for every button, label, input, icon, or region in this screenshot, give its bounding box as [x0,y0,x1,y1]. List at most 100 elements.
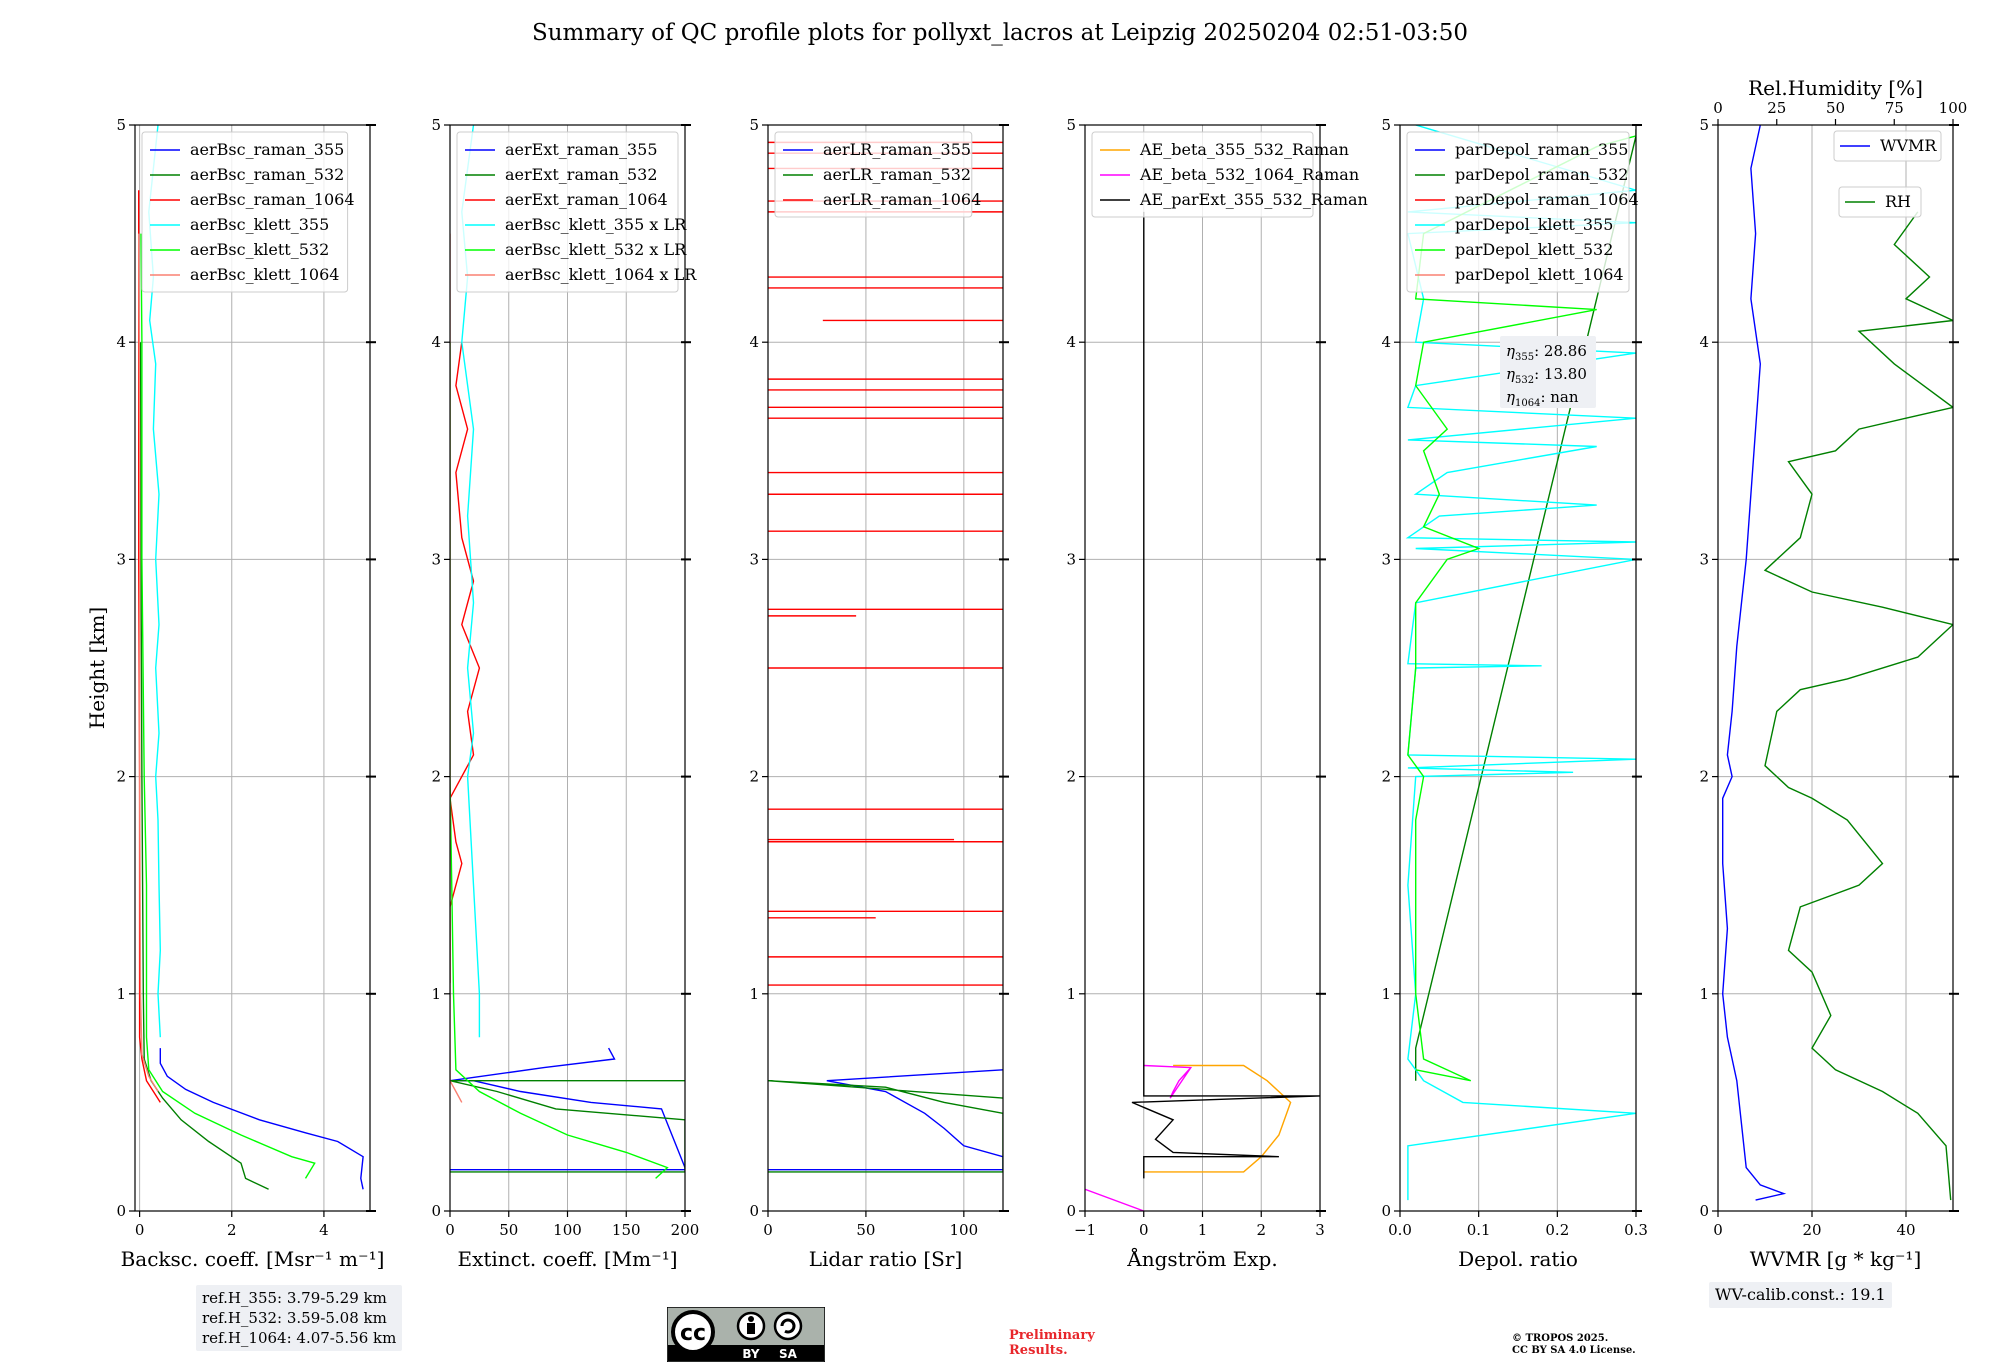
y-tick-label: 1 [1699,985,1709,1003]
legend-label-RH: RH [1885,192,1911,211]
series-line-WVMR [1721,125,1787,1201]
series-group [137,125,364,1190]
legend-box [456,131,679,293]
plot-frame [767,124,1004,1212]
x-tick-label: 0 [135,1221,145,1239]
legend-label-parDepol_klett_1064: parDepol_klett_1064 [1455,265,1624,284]
y-tick-label: 0 [749,1202,759,1220]
legend-label-aerLR_raman_355: aerLR_raman_355 [823,140,971,159]
y-tick-label: 0 [431,1202,441,1220]
legend-label-aerBsc_klett_1064 x LR: aerBsc_klett_1064 x LR [505,265,697,284]
legend-label-aerLR_raman_532: aerLR_raman_532 [823,165,971,184]
series-group [1405,125,1636,1201]
y-tick-label: 4 [1066,333,1076,351]
plot-frame [1399,124,1637,1212]
series-group [768,141,1003,1173]
eta-annotation-532: η532: 13.80 [1506,365,1587,386]
series-line-aerLR_raman_355 [768,1069,1003,1171]
legend-label-aerBsc_klett_532 x LR: aerBsc_klett_532 x LR [505,240,687,259]
ref-height-532: ref.H_532: 3.59-5.08 km [202,1309,387,1327]
y-tick-label: 3 [749,550,759,568]
y-tick-label: 4 [749,333,759,351]
x-tick-label: −1 [1074,1221,1096,1239]
x2-axis-label: Rel.Humidity [%] [1748,76,1923,100]
y-tick-label: 3 [1381,550,1391,568]
y-tick-label: 5 [1699,116,1709,134]
legend-label-aerBsc_klett_532: aerBsc_klett_532 [190,240,329,259]
series-group [1721,125,1953,1201]
y-tick-label: 5 [1066,116,1076,134]
x-tick-label: 20 [1802,1221,1821,1239]
reference-height-box: ref.H_355: 3.79-5.29 km ref.H_532: 3.59-… [196,1285,403,1351]
chart-panel-1: 0 1 2 3 4 5 0 2 4 Backsc. coeff. [Msr⁻¹ m⁻¹] Heigh… [85,116,384,1271]
legend-label-parDepol_raman_532: parDepol_raman_532 [1455,165,1628,184]
y-tick-label: 5 [749,116,759,134]
eta-annotation-box [1500,336,1596,408]
preliminary-note: Preliminary Results. [1009,1328,1095,1358]
series-line-parDepol_raman_532 [1414,129,1636,1081]
legend-box [1833,130,1942,162]
x-tick-label: 0 [1713,1221,1723,1239]
preliminary-line-2: Results. [1009,1343,1068,1358]
legend-box [774,131,973,218]
legend-label-WVMR: WVMR [1880,136,1937,155]
legend-label-AE_beta_355_532_Raman: AE_beta_355_532_Raman [1139,140,1349,159]
legend-label-aerBsc_klett_1064: aerBsc_klett_1064 [190,265,339,284]
y-tick-label: 1 [1381,985,1391,1003]
x-tick-label: 1 [1198,1221,1208,1239]
x2-tick-label: 75 [1885,99,1904,117]
y-tick-label: 2 [1699,768,1709,786]
y-tick-label: 4 [116,333,126,351]
x-tick-label: 40 [1896,1221,1915,1239]
x-tick-label: 0.2 [1545,1221,1569,1239]
legend-label-aerExt_raman_355: aerExt_raman_355 [505,140,658,159]
y-tick-label: 2 [431,768,441,786]
x2-tick-label: 50 [1826,99,1845,117]
x-tick-label: 0.3 [1624,1221,1648,1239]
series-line-RH [1763,211,1953,1201]
legend-label-aerLR_raman_1064: aerLR_raman_1064 [823,190,981,209]
legend-box [1838,186,1922,218]
y-tick-label: 3 [431,550,441,568]
series-line-aerBsc_raman_355 [159,1048,364,1190]
y-tick-label: 4 [431,333,441,351]
series-line-aerBsc_klett_1064 x LR [450,233,463,1103]
series-line-aerExt_raman_532 [450,1079,685,1173]
legend-label-aerBsc_raman_1064: aerBsc_raman_1064 [190,190,355,209]
legend-label-parDepol_raman_355: parDepol_raman_355 [1455,140,1628,159]
x-tick-label: 2 [227,1221,237,1239]
series-line-aerExt_raman_355 [450,1047,685,1171]
preliminary-line-1: Preliminary [1009,1328,1095,1343]
series-line-parDepol_klett_532 [1407,135,1636,1082]
eta-annotation-355: η355: 28.86 [1506,342,1587,363]
legend-box [141,131,349,293]
ref-height-1064: ref.H_1064: 4.07-5.56 km [202,1329,397,1347]
page-title: Summary of QC profile plots for pollyxt_… [531,20,1469,46]
x-tick-label: 4 [319,1221,329,1239]
y-tick-label: 4 [1381,333,1391,351]
eta-annotation-1064: η1064: nan [1506,388,1579,409]
x-axis-label: Extinct. coeff. [Mm⁻¹] [457,1247,677,1271]
legend-label-parDepol_raman_1064: parDepol_raman_1064 [1455,190,1639,209]
series-line-aerBsc_klett_532 [140,233,316,1179]
series-line-parDepol_klett_355 [1405,125,1636,1201]
cc-sa-label: SA [779,1347,798,1361]
y-tick-label: 5 [116,116,126,134]
series-line-AE_beta_355_532_Raman [1143,1064,1292,1173]
y-tick-label: 5 [1381,116,1391,134]
x-tick-label: 0 [1139,1221,1149,1239]
x-tick-label: 100 [950,1221,979,1239]
x-axis-label: Depol. ratio [1458,1247,1578,1271]
y-tick-label: 5 [431,116,441,134]
y-tick-label: 0 [1066,1202,1076,1220]
legend-label-aerBsc_klett_355: aerBsc_klett_355 [190,215,329,234]
copyright-note: © TROPOS 2025. CC BY SA 4.0 License. [1512,1333,1636,1357]
series-line-AE_parExt_355_532_Raman [1131,211,1320,1179]
series-line-aerBsc_klett_532 x LR [450,342,669,1179]
y-tick-label: 0 [116,1202,126,1220]
x2-tick-label: 100 [1939,99,1968,117]
copyright-line-2: CC BY SA 4.0 License. [1512,1345,1636,1356]
